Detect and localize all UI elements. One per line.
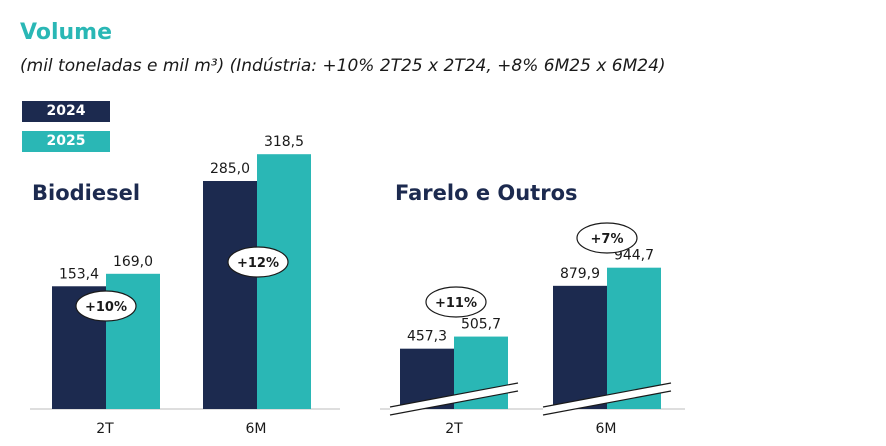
data-label-farelo-e-outros-6m-2025: 944,7: [614, 248, 654, 264]
axis-break-line-top: [542, 382, 672, 408]
chart-title-farelo-e-outros: Farelo e Outros: [395, 181, 578, 205]
legend-item-2024: 2024: [22, 101, 110, 122]
data-label-farelo-e-outros-2t-2024: 457,3: [407, 329, 447, 345]
axis-break-line-bottom: [542, 390, 672, 416]
data-label-biodiesel-6m-2024: 285,0: [210, 161, 250, 177]
axis-break-line-top: [389, 382, 519, 408]
growth-label-biodiesel-6m: +12%: [237, 256, 279, 271]
page-title: Volume: [20, 20, 112, 45]
growth-label-biodiesel-2t: +10%: [85, 300, 127, 315]
category-label-biodiesel-6m: 6M: [246, 421, 267, 437]
data-label-biodiesel-2t-2025: 169,0: [113, 254, 153, 270]
axis-break-line-bottom: [389, 390, 519, 416]
chart-title-biodiesel: Biodiesel: [32, 181, 140, 205]
growth-badge-biodiesel-6m: [227, 246, 289, 278]
category-label-farelo-e-outros-6m: 6M: [596, 421, 617, 437]
growth-badge-farelo-e-outros-2t: [425, 286, 487, 318]
growth-badge-biodiesel-2t: [75, 290, 137, 322]
category-label-farelo-e-outros-2t: 2T: [445, 421, 463, 437]
legend-item-2025: 2025: [22, 131, 110, 152]
data-label-biodiesel-2t-2024: 153,4: [59, 266, 99, 282]
page-subtitle: (mil toneladas e mil m³) (Indústria: +10…: [20, 56, 666, 76]
axis-break-farelo-e-outros-6m: [543, 383, 671, 415]
bar-biodiesel-6m-2024: [203, 181, 257, 409]
category-label-biodiesel-2t: 2T: [96, 421, 114, 437]
axis-break-farelo-e-outros-2t: [390, 383, 518, 415]
growth-badge-farelo-e-outros-6m: [576, 222, 638, 254]
bar-farelo-e-outros-6m-2025: [607, 267, 661, 409]
bar-biodiesel-6m-2025: [257, 154, 311, 409]
growth-label-farelo-e-outros-6m: +7%: [591, 232, 624, 247]
data-label-biodiesel-6m-2025: 318,5: [264, 134, 304, 150]
bar-farelo-e-outros-6m-2024: [553, 285, 607, 409]
data-label-farelo-e-outros-6m-2024: 879,9: [560, 266, 600, 282]
data-label-farelo-e-outros-2t-2025: 505,7: [461, 317, 501, 333]
growth-label-farelo-e-outros-2t: +11%: [435, 296, 477, 311]
